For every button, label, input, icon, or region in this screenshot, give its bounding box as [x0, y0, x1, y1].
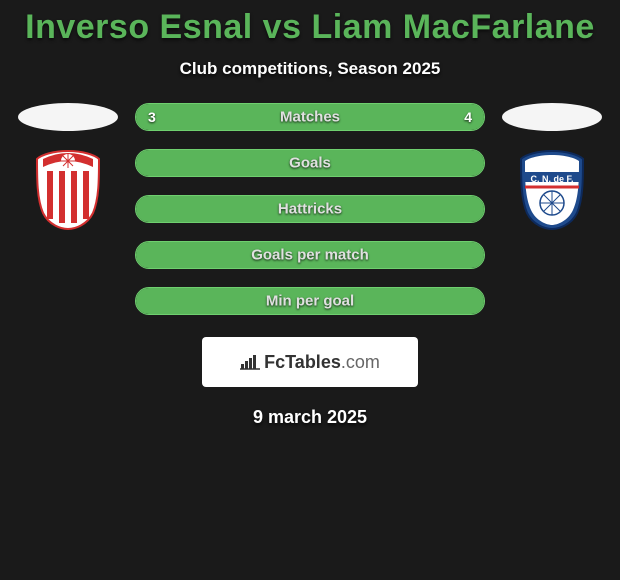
stat-bar-matches: 3 Matches 4: [135, 103, 485, 131]
page-subtitle: Club competitions, Season 2025: [0, 59, 620, 79]
stat-label: Goals per match: [251, 247, 369, 264]
brand-text: FcTables.com: [264, 352, 380, 373]
brand-badge: FcTables.com: [202, 337, 418, 387]
stat-bar-hattricks: Hattricks: [135, 195, 485, 223]
stat-value-left: 3: [148, 109, 156, 125]
left-team-crest: [33, 149, 103, 231]
stat-label: Min per goal: [266, 293, 354, 310]
stat-bar-mpg: Min per goal: [135, 287, 485, 315]
right-team-crest: C. N. de F.: [517, 149, 587, 231]
infographic-date: 9 march 2025: [0, 407, 620, 428]
stat-label: Matches: [280, 109, 340, 126]
page-title: Inverso Esnal vs Liam MacFarlane: [0, 8, 620, 47]
svg-text:C. N. de F.: C. N. de F.: [530, 174, 573, 184]
stat-bar-gpm: Goals per match: [135, 241, 485, 269]
brand-name: FcTables: [264, 352, 341, 372]
stat-value-right: 4: [464, 109, 472, 125]
stat-fill-left: [136, 104, 275, 130]
left-ellipse: [18, 103, 118, 131]
brand-domain: .com: [341, 352, 380, 372]
stat-bar-goals: Goals: [135, 149, 485, 177]
stats-column: 3 Matches 4 Goals Hattricks Goals per ma…: [135, 103, 485, 315]
left-team-col: [13, 103, 123, 231]
stat-label: Hattricks: [278, 201, 342, 218]
right-ellipse: [502, 103, 602, 131]
right-team-col: C. N. de F.: [497, 103, 607, 231]
chart-icon: [240, 354, 260, 370]
stat-label: Goals: [289, 155, 331, 172]
